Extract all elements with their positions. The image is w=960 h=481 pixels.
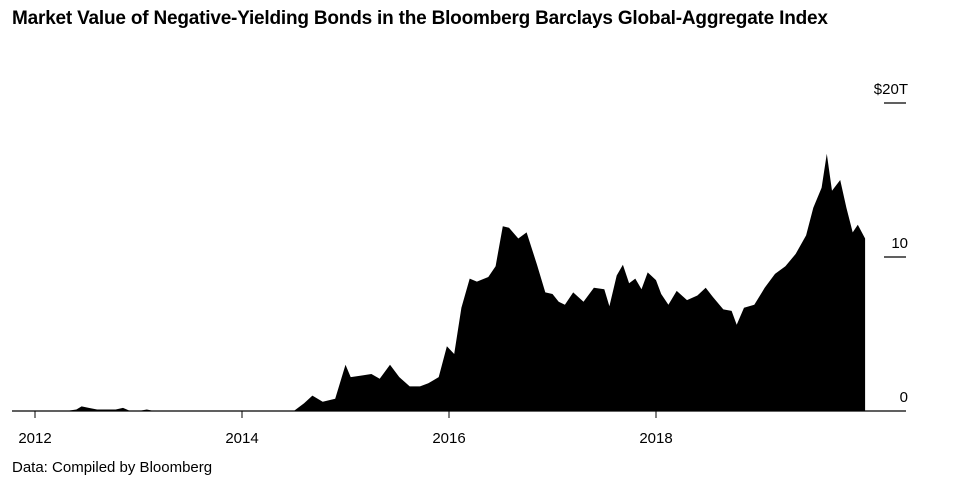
source-note: Data: Compiled by Bloomberg [12,459,213,476]
x-tick-label: 2018 [639,430,672,447]
series-area [35,153,866,412]
x-tick-label: 2012 [18,430,51,447]
y-tick-label: $20T [874,81,908,98]
y-tick-label: 10 [891,235,908,252]
x-tick-label: 2014 [225,430,258,447]
y-axis-ticks: 0 10 $20T [874,81,908,406]
chart-title: Market Value of Negative-Yielding Bonds … [12,8,828,29]
x-axis-ticks: 2012 2014 2016 2018 [18,411,673,447]
y-tick-label: 0 [900,389,908,406]
x-tick-label: 2016 [432,430,465,447]
